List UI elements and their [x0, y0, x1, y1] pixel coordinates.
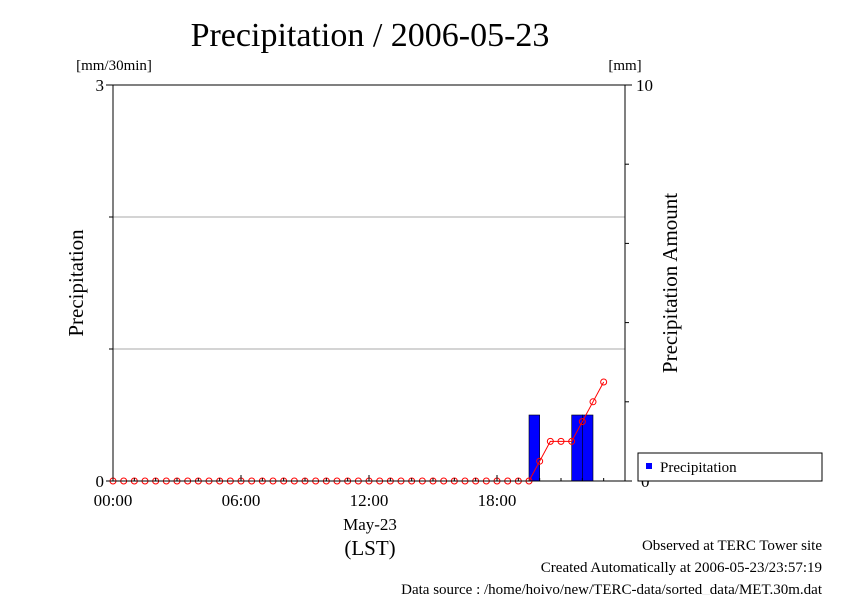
- cumulative-amount-point: [568, 437, 576, 445]
- plot-frame: [112, 84, 626, 482]
- footer-observed: Observed at TERC Tower site: [642, 538, 822, 554]
- cumulative-amount-point: [546, 437, 554, 445]
- cumulative-amount-point: [536, 457, 544, 465]
- x-axis-unit-label: (LST): [344, 536, 395, 560]
- axis-ticks: [106, 84, 632, 482]
- left-axis-unit: [mm/30min]: [76, 58, 152, 74]
- right-axis-unit: [mm]: [608, 58, 641, 74]
- legend-swatch: [646, 463, 652, 469]
- x-tick-label: 12:00: [350, 491, 389, 510]
- precipitation-bar: [582, 414, 594, 482]
- grid-lines: [113, 216, 625, 350]
- legend-box: [637, 452, 823, 482]
- footer-source: Data source : /home/hoivo/new/TERC-data/…: [401, 582, 823, 595]
- right-axis-label: Precipitation Amount: [658, 193, 682, 373]
- x-tick-label: 06:00: [222, 491, 261, 510]
- left-tick-label-max: 3: [96, 76, 105, 95]
- right-tick-label-max: 10: [636, 76, 653, 95]
- cumulative-amount-point: [589, 398, 597, 406]
- x-tick-label: 18:00: [478, 491, 517, 510]
- legend-label-precipitation: Precipitation: [660, 460, 737, 476]
- legend: Precipitation: [637, 452, 823, 482]
- cumulative-amount-point: [578, 418, 586, 426]
- footer-created: Created Automatically at 2006-05-23/23:5…: [541, 560, 822, 576]
- cumulative-amount-point: [557, 437, 565, 445]
- cumulative-amount-point: [600, 378, 608, 386]
- left-tick-label-zero: 0: [96, 472, 105, 491]
- x-tick-labels: 00:00 06:00 12:00 18:00: [94, 491, 517, 510]
- left-axis-label: Precipitation: [64, 229, 88, 337]
- x-axis-date-label: May-23: [343, 515, 397, 534]
- chart-title: Precipitation / 2006-05-23: [191, 17, 550, 54]
- x-tick-label: 00:00: [94, 491, 133, 510]
